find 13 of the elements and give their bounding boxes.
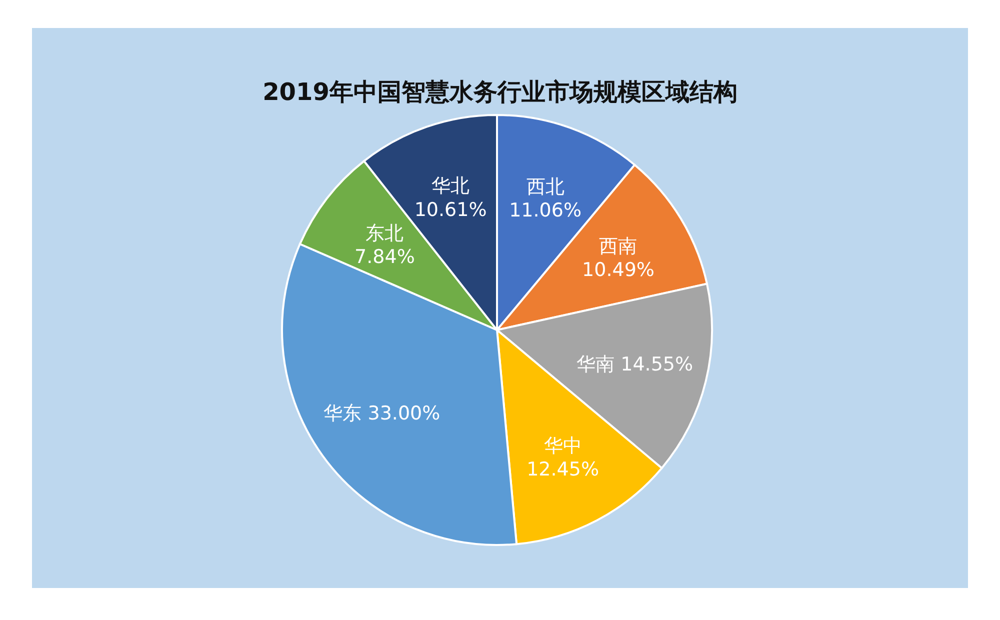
slice-label: 东北 [366,222,404,244]
data-label: 10.61% [414,198,487,221]
data-label: 10.49% [582,259,654,282]
chart-title: 2019年中国智慧水务行业市场规模区域结构 [262,78,738,106]
slice-label: 华东 33.00% [324,402,440,425]
data-label: 12.45% [526,458,600,481]
slice-label: 华中 [544,434,582,457]
data-label: 11.06% [509,200,582,222]
slice-label: 西南 [599,235,638,258]
slice-label: 西北 [526,176,564,198]
slice-label: 华南 14.55% [576,353,694,376]
slice-label: 华北 [432,175,470,198]
data-label: 7.84% [354,246,415,268]
